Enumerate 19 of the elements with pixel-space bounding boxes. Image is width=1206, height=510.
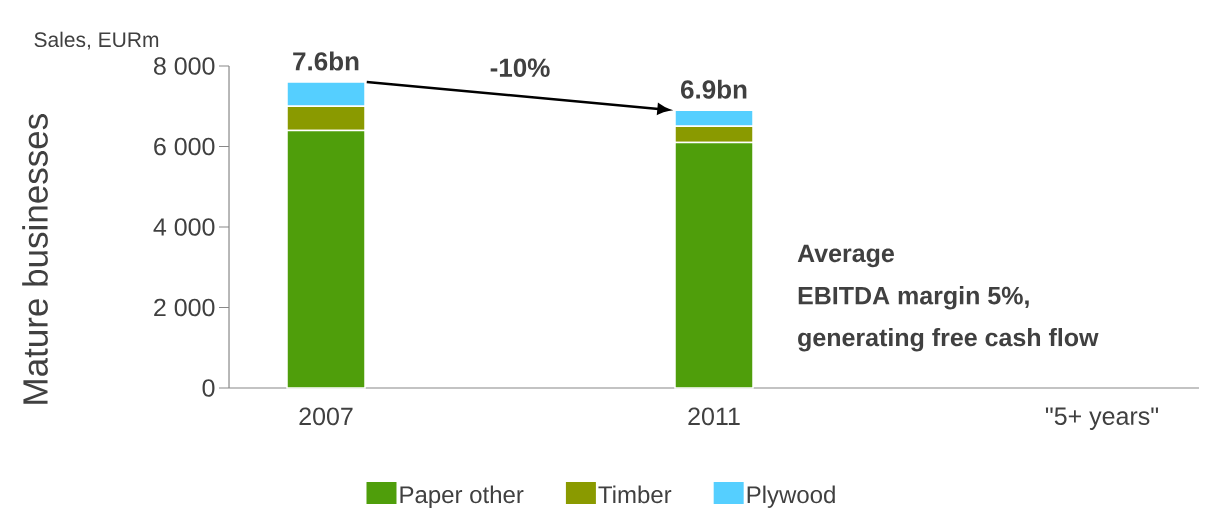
text: Mature businesses: [22, 114, 48, 404]
annotation: generating free cash flow: [798, 327, 1099, 352]
x-tick-label: 2011: [688, 407, 740, 426]
y-axis-title: Sales, EURm: [34, 31, 159, 50]
y-tick-label: 0: [202, 379, 215, 397]
total-label: 6.9bn: [681, 79, 747, 99]
legend-label: Paper other: [400, 485, 524, 508]
y-tick-label: 8 000: [154, 57, 215, 75]
x-tick-label: "5+ years": [1045, 407, 1159, 430]
annotation: -10%: [490, 58, 550, 77]
y-tick-label: 6 000: [154, 137, 215, 156]
total-label: 7.6bn: [293, 51, 359, 71]
y-tick-label: 4 000: [153, 218, 215, 236]
annotation: Average: [797, 244, 894, 268]
legend-label: Plywood: [747, 485, 835, 508]
annotation: EBITDA margin 5%,: [798, 286, 1029, 310]
y-tick-label: 2 000: [154, 298, 215, 317]
x-tick-label: 2007: [299, 407, 353, 426]
legend-label: Timber: [598, 485, 672, 504]
